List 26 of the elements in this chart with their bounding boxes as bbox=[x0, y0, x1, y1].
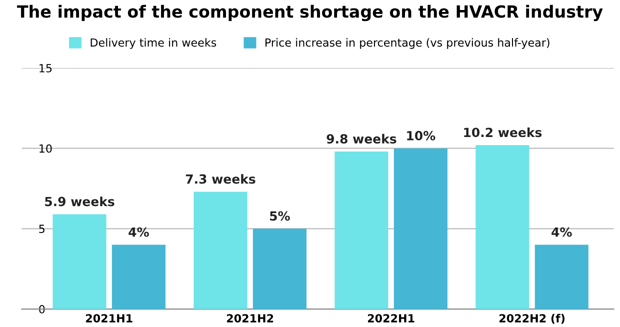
bar bbox=[252, 228, 306, 310]
data-label: 9.8 weeks bbox=[326, 134, 396, 144]
legend-label: Price increase in percentage (vs previous half-year) bbox=[266, 38, 550, 49]
y-tick-label: 15 bbox=[40, 64, 52, 72]
bar bbox=[52, 214, 106, 310]
x-tick-label: 2021H1 bbox=[86, 314, 132, 322]
bar bbox=[534, 244, 588, 310]
bar bbox=[334, 152, 388, 310]
x-tick-label: 2021H2 bbox=[226, 314, 274, 322]
y-tick-label: 10 bbox=[40, 144, 52, 153]
data-label: 7.3 weeks bbox=[186, 174, 256, 184]
data-label: 10.2 weeks bbox=[464, 127, 542, 138]
x-tick-label: 2022H1 bbox=[368, 314, 414, 322]
bar bbox=[394, 148, 448, 310]
x-tick-label: 2022H2 (f) bbox=[500, 314, 564, 324]
bar bbox=[476, 145, 530, 310]
data-label: 5% bbox=[270, 211, 290, 221]
data-label: 4% bbox=[128, 227, 149, 237]
bar bbox=[194, 192, 248, 310]
data-label: 5.9 weeks bbox=[45, 196, 114, 206]
bar bbox=[112, 244, 166, 310]
y-tick-label: 5 bbox=[39, 224, 44, 234]
chart-title: The impact of the component shortage on the HVACR industry bbox=[17, 4, 603, 22]
legend-label: Delivery time in weeks bbox=[90, 38, 216, 49]
data-label: 4% bbox=[552, 227, 572, 237]
data-label: 10% bbox=[407, 130, 436, 140]
